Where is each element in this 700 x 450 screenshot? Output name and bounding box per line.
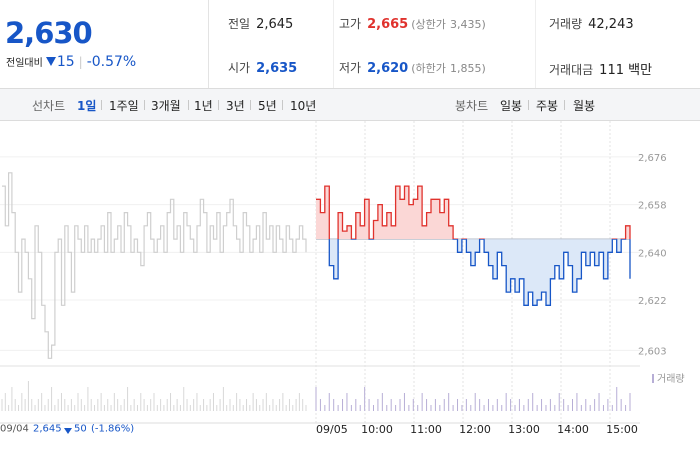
tab-1-year[interactable]: 1년 <box>194 99 213 113</box>
volume-legend-label: 거래량 <box>657 373 685 385</box>
tab-3-months[interactable]: 3개월 <box>151 99 181 113</box>
tab-1-day[interactable]: 1일 <box>77 99 97 113</box>
divider <box>535 0 536 88</box>
prev-day-change: 50 <box>74 423 87 434</box>
down-triangle-icon <box>45 57 56 66</box>
x-tick-label: 09/05 <box>316 423 348 436</box>
x-tick-label: 10:00 <box>361 423 393 436</box>
x-tick-label: 13:00 <box>508 423 540 436</box>
high-stat: 고가 2,665 (상한가 3,435) <box>339 15 486 32</box>
tab-3-years[interactable]: 3년 <box>226 99 245 113</box>
volume-label: 거래량 <box>549 17 583 31</box>
y-tick-label: 2,603 <box>638 346 667 357</box>
high-value: 2,665 <box>367 17 409 32</box>
x-tick-label: 12:00 <box>459 423 491 436</box>
tab-monthly-candle[interactable]: 월봉 <box>573 99 596 113</box>
current-price-box: 2,630 전일대비 15 | -0.57% <box>0 0 209 88</box>
y-tick-label: 2,640 <box>638 248 667 259</box>
tab-10-years[interactable]: 10년 <box>290 99 317 113</box>
current-price: 2,630 <box>5 16 93 50</box>
today-price-line-down <box>328 239 631 306</box>
divider <box>144 100 145 110</box>
divider <box>188 100 189 110</box>
trade-amount-stat: 거래대금 111 백만 <box>549 59 652 78</box>
x-tick-label: 14:00 <box>557 423 589 436</box>
tab-5-years[interactable]: 5년 <box>258 99 277 113</box>
divider <box>333 0 334 88</box>
quote-header: 2,630 전일대비 15 | -0.57% 전일 2,645 고가 2,665 (상한가 … <box>0 0 700 89</box>
divider <box>564 100 565 110</box>
lower-limit-value: 1,855) <box>450 62 486 75</box>
prev-close-label: 전일 <box>228 17 251 31</box>
today-down-area <box>329 239 630 306</box>
change-percent: -0.57% <box>86 54 137 70</box>
candle-chart-heading: 봉차트 <box>455 99 489 113</box>
y-tick-label: 2,658 <box>638 201 667 212</box>
tab-daily-candle[interactable]: 일봉 <box>500 99 523 113</box>
prev-day-price-line <box>2 172 307 359</box>
tab-weekly-candle[interactable]: 주봉 <box>536 99 559 113</box>
y-tick-label: 2,676 <box>638 153 667 164</box>
volume-legend-swatch <box>652 374 654 383</box>
today-price-line-up <box>316 185 631 240</box>
open-label: 시가 <box>228 61 251 75</box>
prev-day-date: 09/04 <box>0 423 29 434</box>
prev-close-value: 2,645 <box>256 17 294 32</box>
divider <box>218 100 219 110</box>
trade-amount-label: 거래대금 <box>549 63 594 77</box>
divider <box>528 100 529 110</box>
high-label: 고가 <box>339 17 362 31</box>
x-tick-label: 15:00 <box>606 423 638 436</box>
low-stat: 저가 2,620 (하한가 1,855) <box>339 59 486 76</box>
divider: | <box>78 55 83 69</box>
price-chart: 2,676 2,658 2,640 2,622 2,603 거래량 09/05 10:00 1… <box>0 121 685 436</box>
tab-1-week[interactable]: 1주일 <box>109 99 139 113</box>
trade-amount-unit: 백만 <box>628 63 653 78</box>
low-label: 저가 <box>339 61 362 75</box>
divider <box>101 100 102 110</box>
open-stat: 시가 2,635 <box>228 59 297 76</box>
volume-value: 42,243 <box>588 17 634 32</box>
divider <box>250 100 251 110</box>
upper-limit-label: (상한가 <box>411 18 446 31</box>
y-tick-label: 2,622 <box>638 296 667 307</box>
change-amount: 15 <box>56 54 75 70</box>
prev-close-stat: 전일 2,645 <box>228 15 293 32</box>
change-label: 전일대비 <box>6 58 43 69</box>
prev-day-close: 2,645 <box>33 423 62 434</box>
line-chart-heading: 선차트 <box>32 99 66 113</box>
lower-limit-label: (하한가 <box>411 62 446 75</box>
volume-stat: 거래량 42,243 <box>549 15 634 32</box>
trade-amount-value: 111 <box>599 63 624 78</box>
down-triangle-icon <box>64 428 72 434</box>
change-row: 전일대비 15 | -0.57% <box>6 54 136 70</box>
x-tick-label: 11:00 <box>410 423 442 436</box>
open-value: 2,635 <box>256 61 298 76</box>
upper-limit-value: 3,435) <box>450 18 486 31</box>
low-value: 2,620 <box>367 61 409 76</box>
period-tab-bar: 선차트 1일 1주일 3개월 1년 3년 5년 10년 봉차트 일봉 주봉 월봉 <box>0 89 700 121</box>
divider <box>282 100 283 110</box>
prev-day-change-percent: (-1.86%) <box>91 423 134 434</box>
